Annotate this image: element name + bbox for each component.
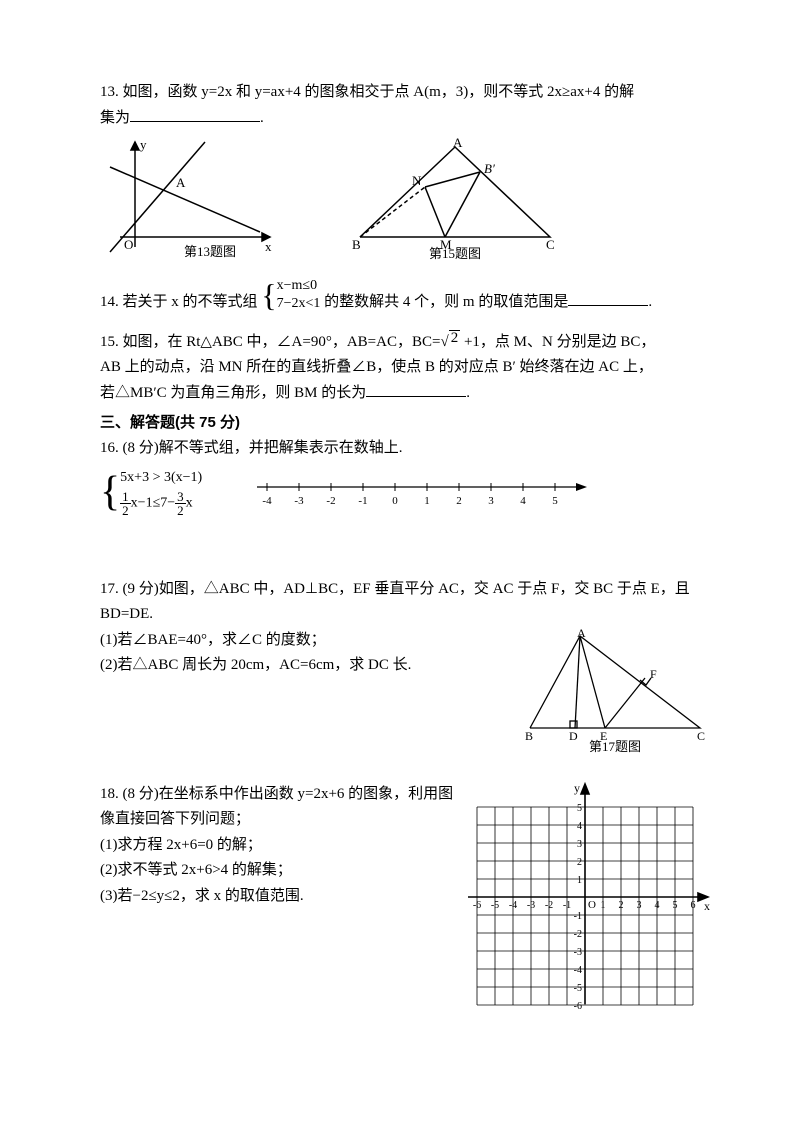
q15-line1: 15. 如图，在 Rt△ABC 中，∠A=90°，AB=AC，BC=√2 +1，… xyxy=(100,330,710,356)
svg-text:-4: -4 xyxy=(509,900,517,911)
y-axis-label: y xyxy=(140,137,147,152)
svg-text:C: C xyxy=(697,729,705,743)
q13-line1: 13. 如图，函数 y=2x 和 y=ax+4 的图象相交于点 A(m，3)，则… xyxy=(100,80,710,106)
section-3-heading: 三、解答题(共 75 分) xyxy=(100,410,710,436)
svg-text:A: A xyxy=(577,628,586,640)
q15-figcaption: 第15题图 xyxy=(350,243,560,265)
q18-line2: (1)求方程 2x+6=0 的解； xyxy=(100,833,454,859)
q14: 14. 若关于 x 的不等式组 { x−m≤0 7−2x<1 的整数解共 4 个… xyxy=(100,277,710,316)
svg-text:-4: -4 xyxy=(263,495,273,507)
svg-text:5: 5 xyxy=(552,495,558,507)
q18-grid: -6 -5 -4 -3 -2 -1 1 2 3 4 5 6 1 2 3 4 5 -1 -2 -3 -4 -5 -6 O x… xyxy=(460,782,710,1012)
svg-text:4: 4 xyxy=(655,900,660,911)
q16-system: { 5x+3 > 3(x−1) 12x−1≤7−32x xyxy=(100,467,202,516)
svg-text:B′: B′ xyxy=(484,161,495,176)
svg-text:4: 4 xyxy=(577,821,582,832)
q15-line3: 若△MB′C 为直角三角形，则 BM 的长为. xyxy=(100,381,710,407)
svg-text:5: 5 xyxy=(673,900,678,911)
svg-text:-1: -1 xyxy=(359,495,368,507)
svg-text:N: N xyxy=(412,173,422,188)
q15-figure: A B C M N B′ 第15题图 xyxy=(350,137,560,265)
svg-text:-3: -3 xyxy=(527,900,535,911)
svg-text:3: 3 xyxy=(577,839,582,850)
q16-head: 16. (8 分)解不等式组，并把解集表示在数轴上. xyxy=(100,436,710,462)
svg-text:C: C xyxy=(546,237,555,252)
svg-text:-2: -2 xyxy=(574,929,582,940)
q15-line2: AB 上的动点，沿 MN 所在的直线折叠∠B，使点 B 的对应点 B′ 始终落在… xyxy=(100,355,710,381)
svg-text:5: 5 xyxy=(577,803,582,814)
q17-line1: 17. (9 分)如图，△ABC 中，AD⊥BC，EF 垂直平分 AC，交 AC… xyxy=(100,577,710,628)
svg-text:x: x xyxy=(704,899,710,913)
svg-text:B: B xyxy=(352,237,361,252)
x-axis-label: x xyxy=(265,239,272,254)
svg-text:1: 1 xyxy=(577,875,582,886)
point-a-label: A xyxy=(176,175,186,190)
svg-text:-4: -4 xyxy=(574,965,582,976)
svg-text:O: O xyxy=(588,899,596,911)
svg-text:4: 4 xyxy=(520,495,526,507)
svg-text:1: 1 xyxy=(424,495,430,507)
svg-text:F: F xyxy=(650,667,657,681)
q13-figure: y x O A 第13题图 xyxy=(100,137,280,263)
q14-blank xyxy=(568,290,648,306)
svg-text:B: B xyxy=(525,729,533,743)
svg-text:-3: -3 xyxy=(295,495,305,507)
svg-text:6: 6 xyxy=(691,900,696,911)
q17-figure: A B C D E F 第17题图 xyxy=(520,628,710,758)
svg-text:3: 3 xyxy=(637,900,642,911)
svg-text:-6: -6 xyxy=(574,1001,582,1012)
svg-text:A: A xyxy=(453,137,463,150)
q18-line4: (3)若−2≤y≤2，求 x 的取值范围. xyxy=(100,884,454,910)
q15-blank xyxy=(366,381,466,397)
svg-text:D: D xyxy=(569,729,578,743)
svg-text:2: 2 xyxy=(619,900,624,911)
q17-line2: (1)若∠BAE=40°，求∠C 的度数； xyxy=(100,628,510,654)
svg-text:y: y xyxy=(574,782,580,795)
svg-text:-1: -1 xyxy=(563,900,571,911)
page: 13. 如图，函数 y=2x 和 y=ax+4 的图象相交于点 A(m，3)，则… xyxy=(0,0,800,1131)
svg-text:-2: -2 xyxy=(545,900,553,911)
q13-blank xyxy=(130,106,260,122)
svg-text:1: 1 xyxy=(601,900,606,911)
q13-line2: 集为. xyxy=(100,106,710,132)
svg-text:-5: -5 xyxy=(491,900,499,911)
svg-text:2: 2 xyxy=(577,857,582,868)
svg-text:0: 0 xyxy=(392,495,398,507)
svg-text:-5: -5 xyxy=(574,983,582,994)
svg-text:-2: -2 xyxy=(327,495,336,507)
q13-figcaption: 第13题图 xyxy=(140,241,280,263)
svg-text:3: 3 xyxy=(488,495,494,507)
svg-text:-6: -6 xyxy=(473,900,481,911)
svg-text:2: 2 xyxy=(456,495,462,507)
q18-line3: (2)求不等式 2x+6>4 的解集； xyxy=(100,858,454,884)
q16-numberline: -4 -3 -2 -1 0 1 2 3 4 5 xyxy=(252,472,592,512)
svg-text:-3: -3 xyxy=(574,947,582,958)
q18-line1: 18. (8 分)在坐标系中作出函数 y=2x+6 的图象，利用图像直接回答下列… xyxy=(100,782,454,833)
origin-label: O xyxy=(124,237,133,252)
svg-text:-1: -1 xyxy=(574,911,582,922)
q17-line3: (2)若△ABC 周长为 20cm，AC=6cm，求 DC 长. xyxy=(100,653,510,679)
